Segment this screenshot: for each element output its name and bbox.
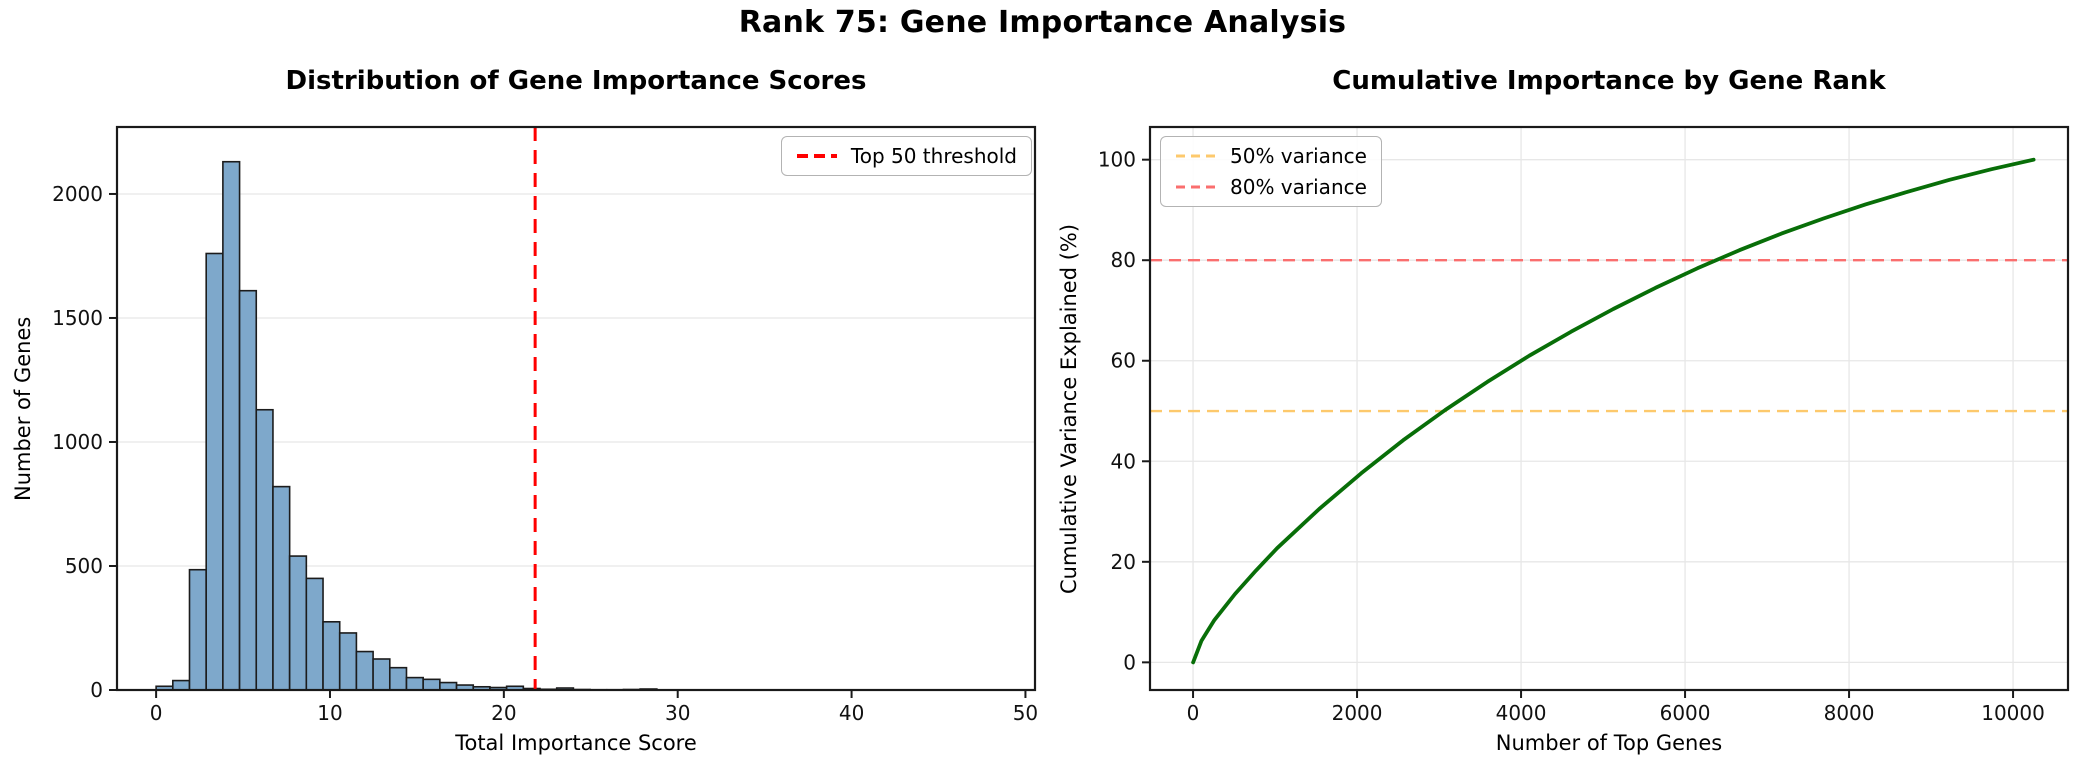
legend-entry-80-variance: 80% variance — [1175, 176, 1367, 198]
x-tick-label: 0 — [1187, 701, 1200, 725]
legend-entry-threshold: Top 50 threshold — [796, 145, 1017, 167]
histogram-bar — [255, 408, 274, 691]
y-tick-label: 1500 — [52, 306, 103, 330]
histogram-bar — [422, 678, 441, 691]
histogram-xlabel: Total Importance Score — [455, 731, 697, 755]
y-tick-label: 100 — [1098, 148, 1136, 172]
figure-suptitle: Rank 75: Gene Importance Analysis — [738, 5, 1347, 40]
legend-entry-50-variance: 50% variance — [1175, 145, 1367, 167]
histogram-bar — [288, 555, 308, 691]
x-tick-label: 8000 — [1824, 701, 1875, 725]
histogram-bar — [322, 620, 341, 691]
histogram-bar — [205, 252, 224, 691]
histogram-bar — [439, 681, 458, 691]
axes-spines — [115, 125, 1037, 692]
histogram-bar — [388, 666, 408, 691]
histogram-bar — [222, 160, 241, 691]
histogram-legend: Top 50 threshold — [780, 136, 1032, 176]
histogram-bar — [305, 577, 324, 691]
y-tick-label: 80 — [1111, 248, 1136, 272]
cumulative-curve — [1191, 157, 2036, 665]
x-tick-label: 10000 — [1981, 701, 2045, 725]
x-tick-label: 10 — [317, 701, 342, 725]
y-tick-label: 1000 — [52, 430, 103, 454]
x-tick-label: 30 — [665, 701, 690, 725]
legend-label: 50% variance — [1230, 144, 1367, 168]
histogram-bar — [355, 650, 374, 691]
y-tick-label: 20 — [1111, 550, 1136, 574]
histogram-ylabel: Number of Genes — [11, 316, 35, 501]
histogram-title: Distribution of Gene Importance Scores — [285, 66, 867, 96]
axes-spines — [1148, 125, 2070, 692]
histogram-bar — [188, 568, 207, 691]
histogram-bar — [238, 289, 258, 691]
x-tick-label: 2000 — [1332, 701, 1383, 725]
histogram-bar — [405, 676, 424, 691]
y-tick-label: 2000 — [52, 182, 103, 206]
red-dashed-line-icon — [796, 154, 837, 158]
cumulative-ylabel: Cumulative Variance Explained (%) — [1057, 223, 1081, 594]
x-tick-label: 4000 — [1496, 701, 1547, 725]
x-tick-label: 20 — [491, 701, 516, 725]
x-tick-label: 50 — [1013, 701, 1038, 725]
y-tick-label: 0 — [1123, 650, 1136, 674]
histogram-bar — [338, 632, 358, 691]
y-tick-label: 0 — [90, 678, 103, 702]
x-tick-label: 6000 — [1660, 701, 1711, 725]
y-tick-label: 40 — [1111, 449, 1136, 473]
histogram-bar — [372, 658, 391, 691]
x-tick-label: 40 — [839, 701, 864, 725]
histogram-bar — [272, 485, 291, 691]
x-tick-label: 0 — [150, 701, 163, 725]
y-tick-label: 500 — [65, 554, 103, 578]
cumulative-xlabel: Number of Top Genes — [1495, 731, 1723, 755]
cumulative-title: Cumulative Importance by Gene Rank — [1332, 66, 1886, 96]
red-dashed-line-icon — [1176, 185, 1216, 189]
legend-label: Top 50 threshold — [850, 144, 1017, 168]
histogram-bar — [172, 679, 191, 691]
orange-dashed-line-icon — [1176, 154, 1216, 158]
cumulative-legend: 50% variance 80% variance — [1160, 136, 1382, 207]
y-tick-label: 60 — [1111, 349, 1136, 373]
legend-label: 80% variance — [1230, 175, 1367, 199]
